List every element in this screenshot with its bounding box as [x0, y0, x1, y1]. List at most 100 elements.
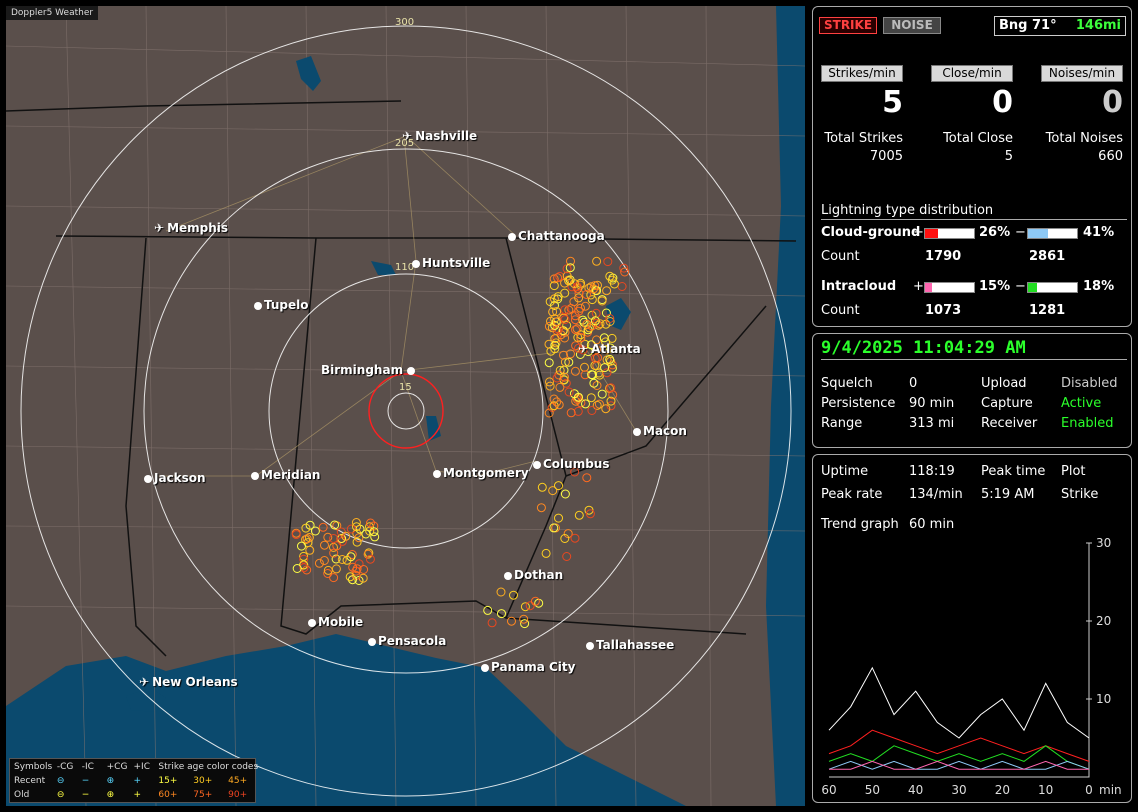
strike-symbol	[299, 554, 309, 564]
receiver-value: Enabled	[1061, 416, 1114, 431]
city-name: Atlanta	[591, 342, 641, 356]
ic-minus-icon: −	[1015, 279, 1026, 294]
strike-symbol	[585, 509, 595, 519]
capture-label: Capture	[981, 396, 1033, 411]
x-tick-label: 30	[951, 783, 966, 797]
legend-age-30: 30+	[193, 776, 213, 786]
ic-negative-count: 1281	[1029, 303, 1066, 318]
strike-symbol	[352, 537, 362, 547]
close-per-min-button[interactable]: Close/min	[931, 65, 1013, 82]
strike-symbol	[589, 378, 599, 388]
noise-toggle-button[interactable]: NOISE	[883, 17, 941, 34]
strike-symbol	[487, 618, 497, 628]
strike-symbol	[366, 518, 375, 528]
strike-symbol	[555, 382, 565, 392]
map-canvas	[6, 6, 805, 806]
city-dot-icon	[508, 233, 516, 241]
strike-symbol	[348, 562, 358, 572]
strike-symbol	[299, 551, 309, 561]
city-name: Meridian	[261, 468, 321, 482]
strike-symbol	[592, 400, 602, 410]
legend-col-pos-cg: +CG	[106, 762, 128, 772]
strike-symbol	[365, 522, 374, 532]
strike-symbol	[594, 399, 604, 409]
lakes	[296, 56, 631, 441]
strike-symbol	[323, 532, 333, 542]
city-name: Pensacola	[378, 634, 447, 648]
city-dot-icon	[433, 470, 441, 478]
strike-symbol	[329, 548, 339, 558]
city-label: Columbus	[533, 457, 610, 471]
city-label: Tupelo	[254, 298, 309, 312]
strike-symbol	[302, 534, 312, 544]
trend-window-value: 60 min	[909, 517, 955, 532]
strike-symbol	[351, 518, 361, 527]
strike-symbol	[564, 357, 574, 367]
city-name: Dothan	[514, 568, 564, 582]
strike-symbol	[496, 587, 506, 597]
ring-label-15: 15	[399, 382, 412, 393]
range-label: Range	[821, 416, 863, 431]
strike-symbol	[562, 552, 572, 561]
city-dot-icon	[144, 475, 152, 483]
noises-per-min-button[interactable]: Noises/min	[1041, 65, 1123, 82]
strike-symbol	[552, 373, 562, 383]
trend-series-line	[828, 666, 1090, 739]
city-dot-icon	[412, 260, 420, 268]
strike-symbol	[602, 286, 612, 296]
strike-symbol	[603, 257, 613, 267]
strike-symbol	[589, 284, 599, 294]
strike-symbol	[550, 340, 560, 350]
strike-symbol	[544, 358, 554, 368]
strike-symbol	[305, 545, 315, 555]
trend-graph: 30 20 10 60 50 40 30 20 10 0 min	[821, 537, 1122, 797]
receiver-label: Receiver	[981, 416, 1038, 431]
strike-symbol	[601, 404, 611, 414]
x-tick-label: 20	[995, 783, 1010, 797]
strike-symbol	[580, 362, 589, 372]
cg-positive-count: 1790	[925, 249, 962, 264]
strike-symbol	[574, 510, 584, 520]
strikes-per-min-button[interactable]: Strikes/min	[821, 65, 903, 82]
strike-symbol	[346, 524, 356, 534]
strike-symbol	[302, 565, 312, 575]
strike-symbol	[345, 572, 355, 582]
lightning-map[interactable]: Doppler5 Weather 300 205 110 15 ✈ Nashvil…	[6, 6, 805, 806]
trend-graph-label: Trend graph	[821, 517, 899, 532]
pos-cg-icon: ⊕	[106, 776, 115, 786]
plot-value[interactable]: Strike	[1061, 487, 1099, 502]
strike-symbol	[564, 305, 574, 315]
x-unit-label: min	[1099, 783, 1122, 797]
strike-symbol	[520, 602, 530, 612]
strike-symbol	[369, 527, 379, 537]
strike-symbol	[570, 366, 580, 376]
cg-positive-bar	[924, 228, 975, 239]
strike-symbol	[554, 400, 564, 410]
strike-symbol	[291, 530, 301, 540]
strike-symbol	[554, 481, 563, 491]
neg-cg-icon: ⊖	[56, 776, 65, 786]
legend-age-45: 45+	[228, 776, 248, 786]
strike-symbol	[576, 330, 586, 340]
strike-symbol	[620, 267, 630, 277]
strike-symbols	[291, 256, 630, 629]
strike-symbol	[582, 319, 592, 329]
map-title: Doppler5 Weather	[6, 6, 99, 20]
noises-per-min-value: 0	[1102, 85, 1123, 120]
cg-minus-icon: −	[1015, 225, 1026, 240]
strike-symbol	[323, 569, 333, 578]
strike-toggle-button[interactable]: STRIKE	[819, 17, 877, 34]
strikes-per-min-value: 5	[882, 85, 903, 120]
city-label: ✈ Memphis	[154, 221, 228, 235]
strike-symbol	[576, 303, 585, 313]
city-name: Huntsville	[422, 256, 491, 270]
city-label: Montgomery	[433, 466, 529, 480]
strike-symbol	[619, 263, 629, 273]
strike-symbol	[587, 370, 597, 380]
strike-symbol	[595, 319, 605, 329]
strike-symbol	[605, 314, 615, 323]
legend-col-neg-ic: -IC	[81, 762, 94, 772]
strike-symbol	[549, 281, 559, 291]
city-label: Pensacola	[368, 634, 446, 648]
strike-symbol	[592, 256, 602, 266]
